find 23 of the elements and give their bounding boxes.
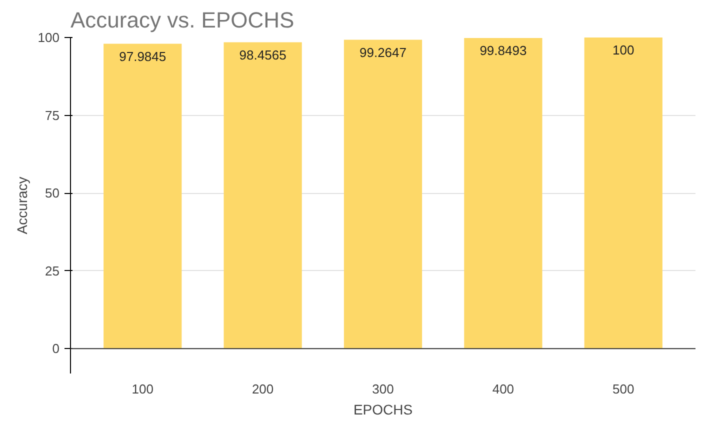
x-axis-title: EPOCHS: [353, 402, 413, 418]
data-label: 99.8493: [480, 42, 527, 58]
x-tick-label: 300: [372, 382, 394, 396]
y-tick-label: 0: [52, 341, 60, 356]
bar: [464, 38, 542, 349]
data-label: 100: [612, 42, 634, 58]
x-tick-label: 400: [492, 382, 514, 396]
y-tick-label: 75: [45, 108, 60, 123]
x-tick-label: 500: [612, 382, 634, 396]
y-tick-label: 50: [45, 186, 60, 201]
x-tick-label: 100: [132, 382, 154, 396]
bar: [104, 44, 182, 349]
y-axis-title: Accuracy: [14, 176, 30, 234]
bar: [224, 42, 302, 349]
x-tick-label: 200: [252, 382, 274, 396]
data-label: 97.9845: [119, 48, 166, 64]
data-label: 99.2647: [360, 44, 407, 60]
bar: [584, 38, 662, 349]
y-tick-label: 25: [45, 263, 60, 278]
chart-title: Accuracy vs. EPOCHS: [70, 8, 294, 32]
bar: [344, 40, 422, 349]
y-tick-label: 100: [38, 30, 60, 45]
data-label: 98.4565: [239, 47, 286, 62]
